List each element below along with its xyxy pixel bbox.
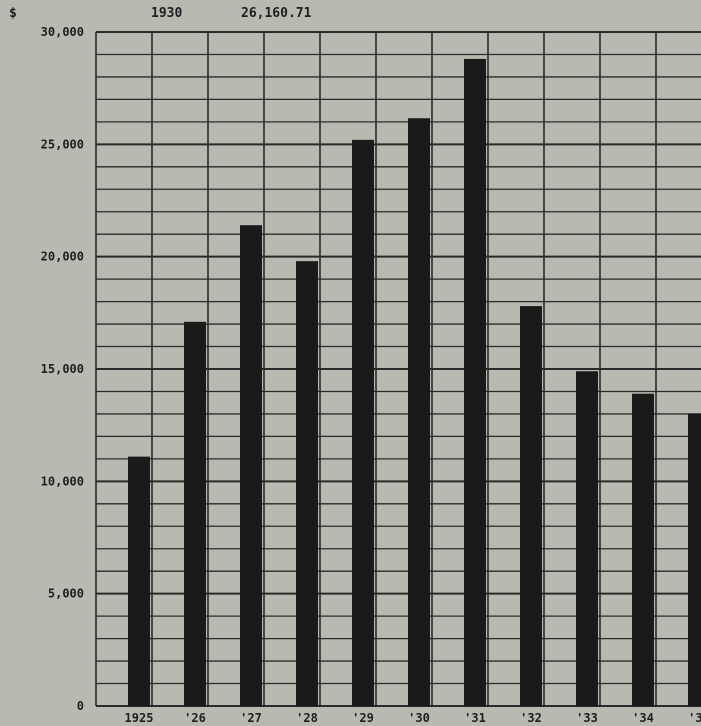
bar-29	[352, 139, 374, 707]
bar-31	[464, 58, 486, 706]
currency-symbol: $	[9, 6, 17, 21]
bar-33	[576, 371, 598, 706]
y-tick-label: 25,000	[41, 137, 84, 151]
bar-26	[184, 321, 206, 706]
header-note-year: 1930	[151, 6, 182, 21]
x-tick-label: '31	[464, 711, 486, 725]
x-tick-label: '29	[352, 711, 374, 725]
bar-1925	[128, 456, 150, 706]
y-tick-label: 10,000	[41, 474, 84, 488]
bar-27	[240, 225, 262, 707]
y-axis-ticks: 0 5,000 10,000 15,000 20,000 25,000 30,000	[41, 25, 84, 713]
y-tick-label: 15,000	[41, 362, 84, 376]
x-tick-label: '27	[240, 711, 262, 725]
bar-30	[408, 118, 430, 707]
y-tick-label: 0	[77, 699, 84, 713]
y-tick-label: 5,000	[48, 587, 84, 601]
bar-28	[296, 261, 318, 706]
y-tick-label: 30,000	[41, 25, 84, 39]
x-axis-ticks: 1925 '26 '27 '28 '29 '30 '31 '32 '33 '34 '35	[125, 711, 701, 725]
bars-layer	[128, 58, 701, 707]
x-tick-label: '30	[408, 711, 430, 725]
header-note-value: 26,160.71	[241, 6, 312, 21]
x-tick-label: '34	[632, 711, 654, 725]
x-tick-label: '26	[184, 711, 206, 725]
bar-32	[520, 306, 542, 706]
bar-35	[688, 413, 701, 706]
x-tick-label: '28	[296, 711, 318, 725]
x-tick-label: '35	[688, 711, 701, 725]
x-tick-label: 1925	[125, 711, 154, 725]
x-tick-label: '33	[576, 711, 598, 725]
y-tick-label: 20,000	[41, 250, 84, 264]
bar-34	[632, 393, 654, 706]
x-tick-label: '32	[520, 711, 542, 725]
